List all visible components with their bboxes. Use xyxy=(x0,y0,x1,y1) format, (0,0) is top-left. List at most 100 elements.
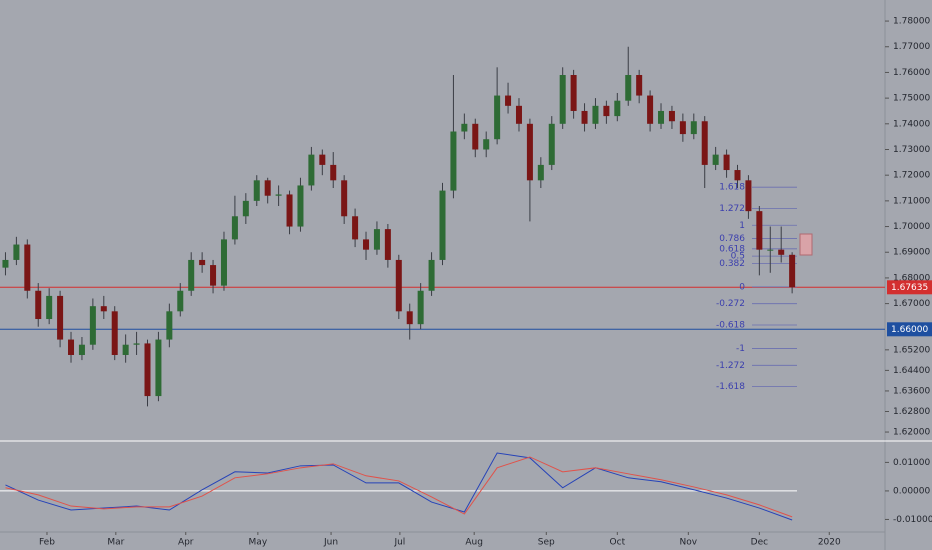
fib-label: 0.5 xyxy=(731,252,745,262)
indicator-line xyxy=(5,456,793,518)
candle-body xyxy=(308,154,315,186)
candle-body xyxy=(297,185,304,227)
fib-label: -0.618 xyxy=(716,321,745,331)
candle-body xyxy=(68,339,75,355)
candle-body xyxy=(461,123,468,132)
position-box xyxy=(799,233,813,256)
candle-body xyxy=(330,164,337,181)
candle-body xyxy=(439,190,446,260)
candle-body xyxy=(712,154,719,165)
candle-body xyxy=(559,75,566,124)
candle-body xyxy=(505,95,512,106)
y-tick-label: 1.70000 xyxy=(893,222,930,232)
candle-body xyxy=(264,180,271,196)
fib-label: 0.618 xyxy=(719,244,745,254)
candle-body xyxy=(592,105,599,124)
candle-body xyxy=(679,121,686,135)
y-tick-label: 0.01000 xyxy=(893,458,930,468)
candle-body xyxy=(723,154,730,171)
candle-body xyxy=(46,295,53,320)
candle-body xyxy=(395,259,402,312)
candle-body xyxy=(406,311,413,325)
candle-body xyxy=(220,239,227,286)
fib-label: 1.618 xyxy=(719,183,745,193)
candle-body xyxy=(417,290,424,325)
indicator-line xyxy=(5,452,793,521)
x-tick-label: Sep xyxy=(538,538,555,548)
y-tick-label: 1.65200 xyxy=(893,345,930,355)
y-tick-label: 1.62000 xyxy=(893,428,930,438)
candle-body xyxy=(450,131,457,191)
fib-label: 1.272 xyxy=(719,204,745,214)
fib-label: -1.272 xyxy=(716,361,745,371)
x-tick-label: 2020 xyxy=(818,538,841,548)
x-tick-label: Feb xyxy=(39,538,55,548)
x-tick-label: Nov xyxy=(680,538,698,548)
candle-body xyxy=(57,295,64,340)
y-tick-label: 1.73000 xyxy=(893,145,930,155)
y-tick-label: 1.77000 xyxy=(893,42,930,52)
y-tick-label: 1.63600 xyxy=(893,386,930,396)
y-tick-label: -0.01000 xyxy=(893,515,932,525)
price-badge xyxy=(887,322,932,337)
candle-body xyxy=(319,154,326,165)
candle-body xyxy=(78,344,85,355)
candle-body xyxy=(614,100,621,117)
candle-body xyxy=(756,211,763,250)
candle-body xyxy=(658,110,665,124)
candle-body xyxy=(384,229,391,260)
y-tick-label: 1.76000 xyxy=(893,68,930,78)
candle-body xyxy=(701,121,708,165)
x-tick-label: Jul xyxy=(393,538,405,548)
y-tick-label: 1.62800 xyxy=(893,407,930,417)
y-tick-label: 1.67000 xyxy=(893,299,930,309)
candle-body xyxy=(341,180,348,217)
fib-label: 0.382 xyxy=(719,259,745,269)
candle-body xyxy=(668,110,675,122)
price-badge xyxy=(887,280,932,295)
candle-body xyxy=(428,259,435,291)
fib-label: -0.272 xyxy=(716,299,745,309)
candle-body xyxy=(778,249,785,255)
candle-body xyxy=(188,259,195,291)
fib-label: 0 xyxy=(739,282,745,292)
candle-body xyxy=(570,75,577,111)
candle-body xyxy=(253,180,260,201)
candle-body xyxy=(242,200,249,217)
x-tick-label: Apr xyxy=(178,538,194,548)
candle-body xyxy=(636,75,643,96)
candle-body xyxy=(13,244,20,260)
candle-body xyxy=(603,105,610,117)
candle-body xyxy=(581,110,588,124)
candle-body xyxy=(286,194,293,227)
y-tick-label: 1.69000 xyxy=(893,248,930,258)
candle-body xyxy=(166,311,173,340)
y-tick-label: 0.00000 xyxy=(893,486,930,496)
candle-body xyxy=(537,164,544,181)
fib-label: -1 xyxy=(736,344,745,354)
candle-body xyxy=(35,290,42,320)
y-tick-label: 1.75000 xyxy=(893,94,930,104)
candle-body xyxy=(122,344,129,355)
y-tick-label: 1.74000 xyxy=(893,119,930,129)
candle-body xyxy=(494,95,501,140)
candle-body xyxy=(177,290,184,312)
price-label: 1.66000 xyxy=(891,325,928,335)
candle-body xyxy=(363,239,370,250)
candle-body xyxy=(734,170,741,181)
candle-body xyxy=(548,123,555,165)
x-tick-label: Dec xyxy=(751,538,768,548)
x-tick-label: Mar xyxy=(107,538,124,548)
candle-body xyxy=(373,229,380,250)
y-tick-label: 1.72000 xyxy=(893,171,930,181)
y-tick-label: 1.64400 xyxy=(893,366,930,376)
x-tick-label: Aug xyxy=(465,538,483,548)
fib-label: -1.618 xyxy=(716,382,745,392)
candle-body xyxy=(100,306,107,312)
candle-body xyxy=(199,259,206,266)
candle-body xyxy=(144,343,151,397)
candle-body xyxy=(89,306,96,345)
